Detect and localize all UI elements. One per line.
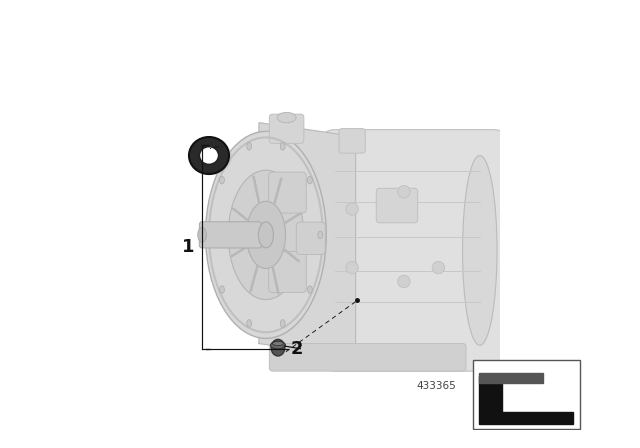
- Circle shape: [397, 275, 410, 288]
- Polygon shape: [259, 123, 356, 358]
- Ellipse shape: [246, 320, 252, 327]
- Text: 1: 1: [182, 238, 195, 256]
- Circle shape: [397, 185, 410, 198]
- Circle shape: [346, 203, 358, 215]
- Ellipse shape: [280, 142, 285, 150]
- Circle shape: [346, 262, 358, 274]
- Ellipse shape: [271, 340, 285, 356]
- Ellipse shape: [271, 341, 285, 349]
- Text: 2: 2: [291, 340, 303, 358]
- Ellipse shape: [307, 177, 312, 184]
- Ellipse shape: [189, 139, 232, 175]
- Text: 433365: 433365: [417, 381, 456, 391]
- Ellipse shape: [209, 231, 214, 239]
- Polygon shape: [479, 376, 502, 412]
- Ellipse shape: [277, 112, 296, 123]
- FancyBboxPatch shape: [376, 188, 418, 223]
- Circle shape: [432, 262, 445, 274]
- FancyBboxPatch shape: [296, 222, 325, 254]
- Ellipse shape: [220, 286, 225, 293]
- Ellipse shape: [246, 142, 252, 150]
- Polygon shape: [479, 412, 573, 424]
- Ellipse shape: [463, 155, 497, 345]
- FancyBboxPatch shape: [269, 172, 307, 213]
- FancyBboxPatch shape: [472, 360, 580, 429]
- FancyBboxPatch shape: [269, 251, 307, 293]
- FancyBboxPatch shape: [199, 222, 262, 248]
- Ellipse shape: [307, 286, 312, 293]
- Ellipse shape: [259, 222, 273, 248]
- FancyBboxPatch shape: [321, 129, 508, 371]
- FancyBboxPatch shape: [269, 114, 304, 143]
- Ellipse shape: [273, 341, 284, 345]
- Ellipse shape: [228, 170, 303, 300]
- FancyBboxPatch shape: [339, 129, 365, 153]
- Ellipse shape: [198, 228, 207, 242]
- Ellipse shape: [280, 320, 285, 327]
- Polygon shape: [479, 373, 543, 383]
- Ellipse shape: [318, 231, 323, 239]
- Ellipse shape: [246, 201, 285, 268]
- Ellipse shape: [205, 131, 326, 338]
- Ellipse shape: [189, 137, 229, 174]
- Ellipse shape: [220, 177, 225, 184]
- Ellipse shape: [199, 146, 219, 164]
- FancyBboxPatch shape: [269, 344, 466, 371]
